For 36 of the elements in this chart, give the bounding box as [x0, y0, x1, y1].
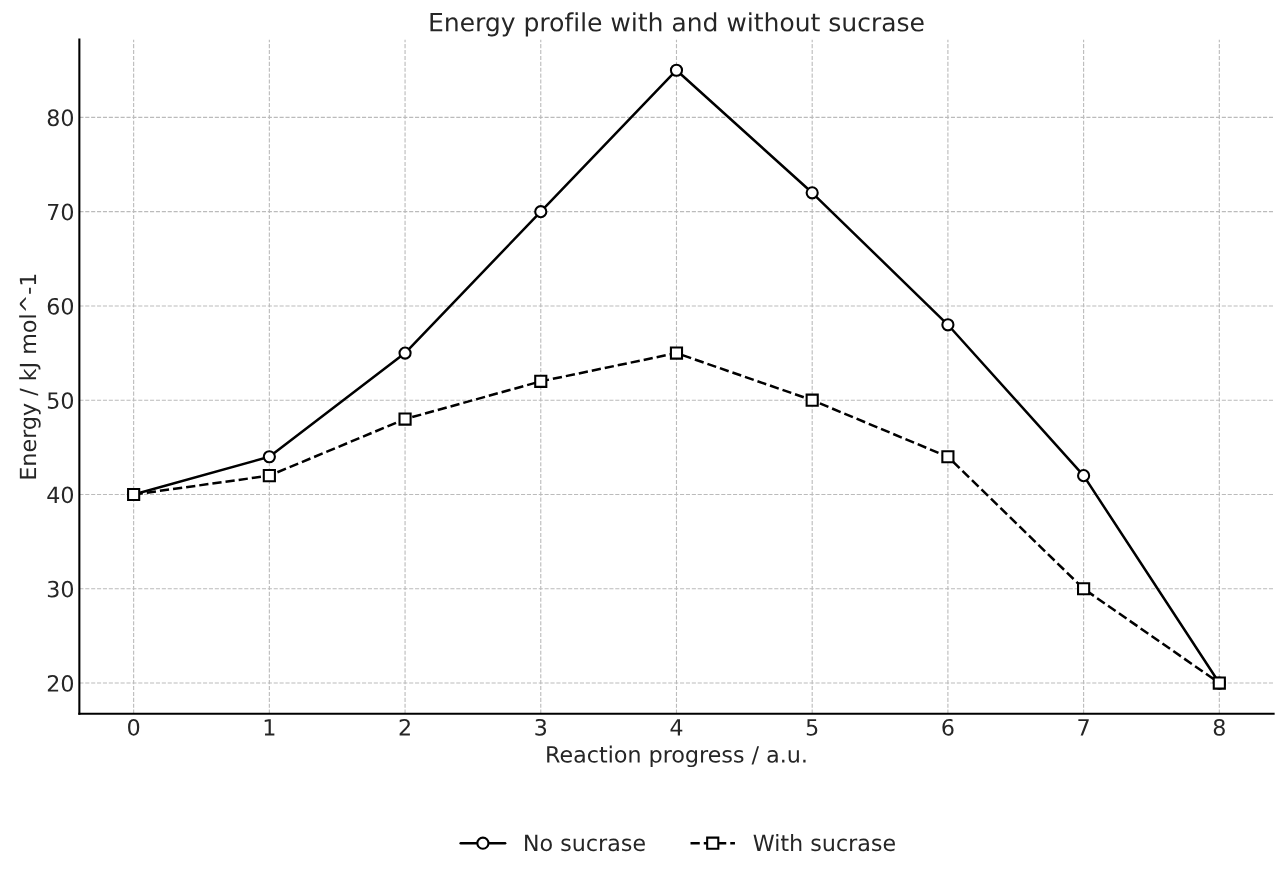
- point: [941, 318, 955, 332]
- x-tick-label: 1: [264, 719, 275, 736]
- point: [941, 450, 955, 464]
- point: [805, 186, 819, 200]
- y-tick-label: 50: [47, 392, 74, 409]
- y-axis-title: Energy / kJ mol^-1: [19, 274, 41, 479]
- point: [805, 393, 819, 407]
- y-tick-label: 60: [47, 297, 74, 315]
- point: [669, 346, 684, 360]
- point: [398, 412, 412, 426]
- point: [534, 205, 548, 219]
- y-tick-label: 70: [48, 203, 74, 221]
- point: [1077, 469, 1091, 483]
- y-tick-label: 30: [47, 580, 74, 598]
- x-tick-label: 2: [399, 718, 410, 736]
- x-tick-label: 6: [942, 718, 954, 736]
- x-tick-label: 8: [1213, 718, 1225, 736]
- x-tick-label: 0: [128, 718, 140, 736]
- legend-label: With sucrase: [753, 834, 895, 852]
- point: [262, 450, 276, 464]
- x-tick-label: 5: [806, 719, 818, 736]
- point: [669, 63, 684, 77]
- point: [534, 374, 548, 388]
- x-axis-title: Reaction progress / a.u.: [547, 745, 806, 768]
- chart-title: Energy profile with and without sucrase: [430, 12, 924, 37]
- legend-label: No sucrase: [525, 834, 645, 852]
- x-tick-label: 7: [1078, 719, 1089, 736]
- y-tick-label: 40: [47, 486, 74, 504]
- x-tick-label: 4: [670, 719, 683, 736]
- x-tick-label: 3: [535, 718, 547, 736]
- point: [398, 346, 412, 360]
- point: [127, 487, 141, 502]
- point: [1077, 582, 1091, 596]
- y-tick-label: 80: [47, 109, 74, 127]
- point: [262, 469, 276, 483]
- y-tick-label: 20: [47, 674, 74, 692]
